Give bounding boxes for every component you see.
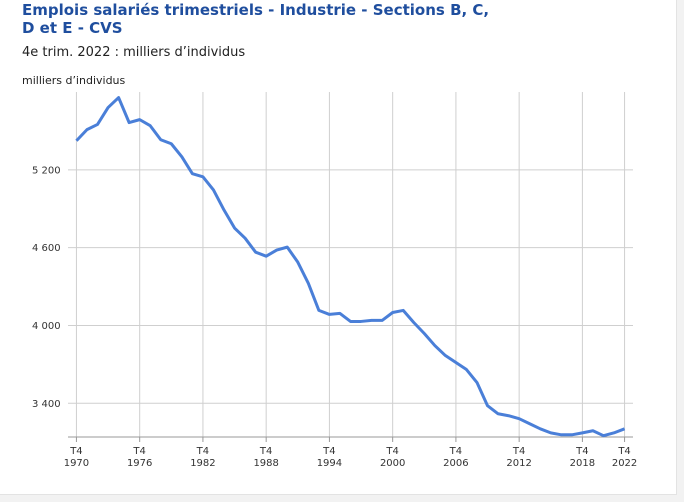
x-tick-label: T4 1982 <box>190 446 215 469</box>
chart-title: Emplois salariés trimestriels - Industri… <box>22 1 490 37</box>
x-tick-label: T4 1988 <box>253 446 278 469</box>
x-tick-label: T4 1970 <box>64 446 89 469</box>
x-tick-label: T4 2022 <box>612 446 637 469</box>
x-tick-label: T4 1976 <box>127 446 152 469</box>
y-tick-label: 3 400 <box>32 399 61 410</box>
y-axis-label: milliers d’individus <box>22 74 126 87</box>
x-tick-label: T4 2018 <box>570 446 595 469</box>
x-tick-label: T4 2006 <box>443 446 468 469</box>
x-tick-label: T4 2000 <box>380 446 405 469</box>
x-tick-label: T4 1994 <box>317 446 342 469</box>
y-tick-label: 4 000 <box>32 321 61 332</box>
data-line <box>75 96 626 438</box>
y-tick-label: 5 200 <box>32 165 61 176</box>
x-tick-label: T4 2012 <box>506 446 531 469</box>
chart-subtitle: 4e trim. 2022 : milliers d’individus <box>22 45 246 60</box>
y-tick-label: 4 600 <box>32 243 61 254</box>
